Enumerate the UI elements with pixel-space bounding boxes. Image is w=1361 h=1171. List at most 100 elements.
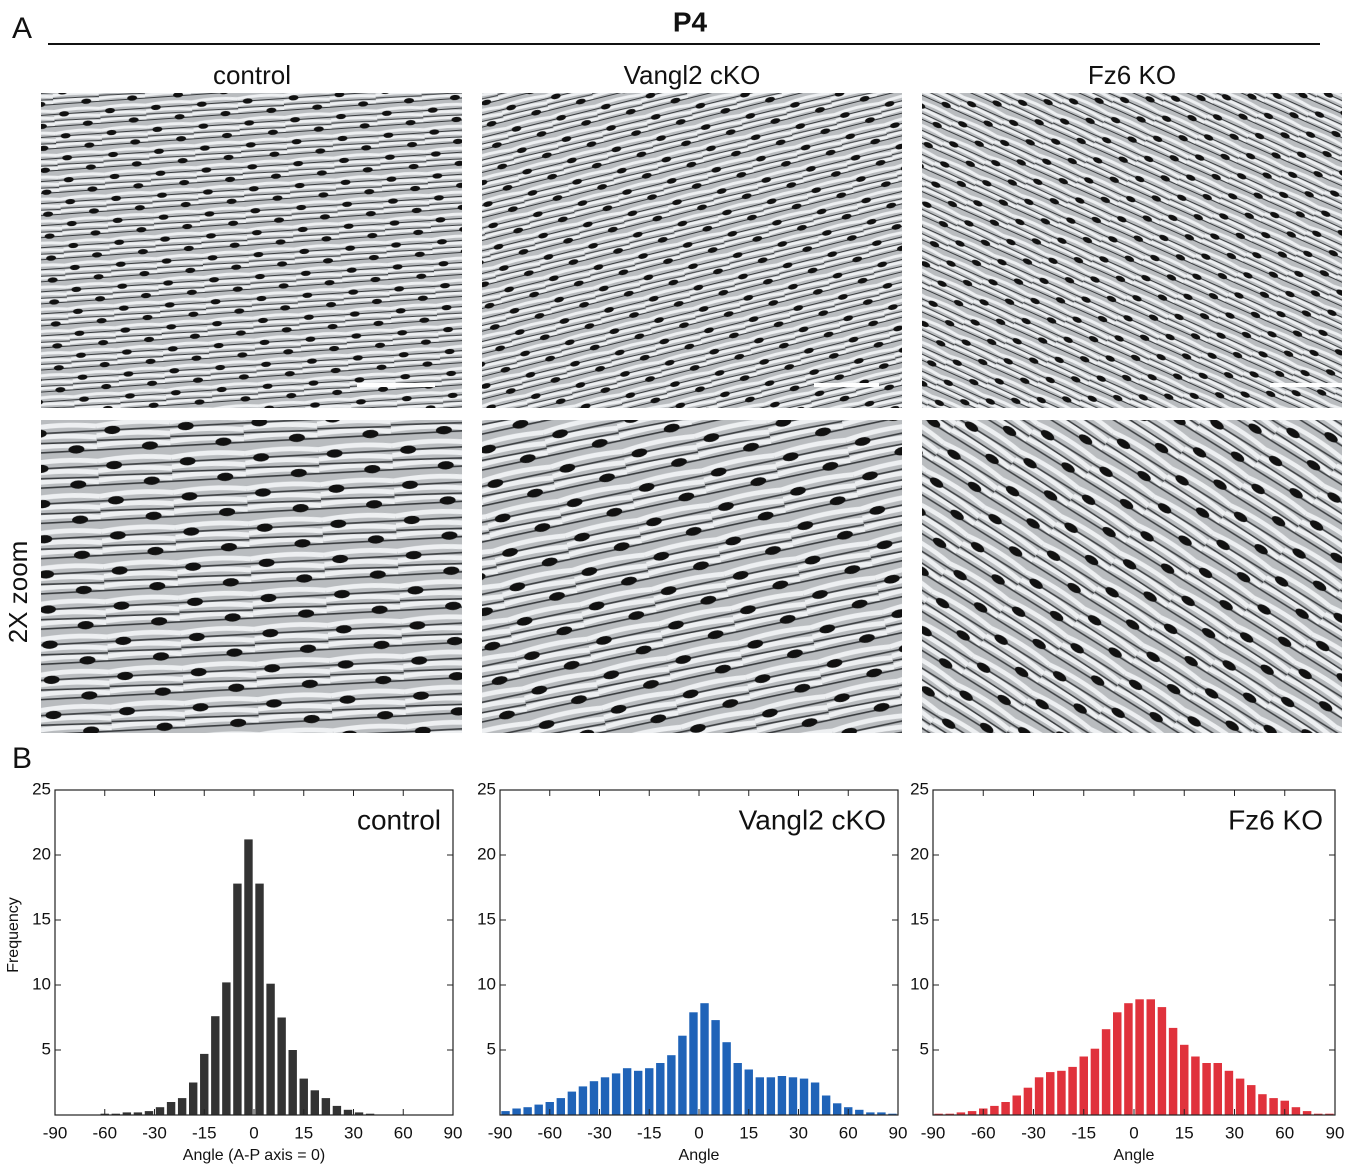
bar <box>1191 1056 1200 1115</box>
bar <box>188 1082 198 1115</box>
micrograph <box>482 420 902 733</box>
micrograph <box>41 420 462 733</box>
micrograph <box>922 93 1342 408</box>
bar <box>288 1050 297 1115</box>
bar <box>211 1016 220 1115</box>
bar <box>821 1095 831 1115</box>
bar <box>545 1102 554 1115</box>
bar <box>855 1109 864 1115</box>
x-tick-label: -60 <box>971 1123 996 1142</box>
y-tick-label: 15 <box>910 909 929 928</box>
bar <box>1202 1063 1211 1115</box>
y-tick-label: 10 <box>910 974 929 993</box>
bar <box>645 1068 654 1115</box>
x-tick-label: 15 <box>739 1123 758 1142</box>
x-tick-label: 0 <box>694 1123 703 1142</box>
plot-frame <box>54 789 454 1116</box>
bar <box>689 1012 698 1115</box>
bar <box>788 1077 798 1115</box>
bar <box>321 1098 331 1115</box>
x-tick-label: -90 <box>921 1123 946 1142</box>
x-axis-label: Angle (A-P axis = 0) <box>183 1147 325 1164</box>
bar <box>1213 1063 1222 1115</box>
y-tick-label: 10 <box>477 974 496 993</box>
x-tick-label: -15 <box>1071 1123 1096 1142</box>
x-tick-label: 30 <box>789 1123 808 1142</box>
y-tick-label: 5 <box>920 1039 929 1058</box>
plot-frame <box>499 789 899 1116</box>
x-tick-label: 60 <box>394 1123 413 1142</box>
bar <box>990 1105 999 1115</box>
x-tick-label: 90 <box>1326 1123 1345 1142</box>
x-tick-label: 15 <box>294 1123 313 1142</box>
y-tick-label: 10 <box>32 974 51 993</box>
bar <box>777 1076 787 1115</box>
bar <box>589 1081 599 1115</box>
bar <box>1001 1102 1010 1115</box>
bar <box>255 883 264 1115</box>
panel-label: A <box>12 12 32 45</box>
chart-title: control <box>357 804 441 835</box>
bar <box>310 1090 320 1115</box>
x-tick-label: -15 <box>637 1123 662 1142</box>
x-tick-label: 0 <box>249 1123 258 1142</box>
bar <box>1146 999 1155 1115</box>
x-tick-label: -30 <box>1021 1123 1046 1142</box>
bar <box>600 1077 610 1115</box>
bar <box>354 1112 364 1115</box>
bar <box>1302 1111 1312 1115</box>
bar <box>799 1078 809 1115</box>
bar <box>667 1055 676 1115</box>
bar <box>567 1091 577 1115</box>
y-tick-label: 25 <box>32 779 51 798</box>
bar <box>1224 1070 1234 1115</box>
bar <box>1235 1078 1245 1115</box>
bar <box>1168 1027 1178 1115</box>
x-tick-label: -60 <box>537 1123 562 1142</box>
bar <box>578 1086 588 1115</box>
x-tick-label: 60 <box>839 1123 858 1142</box>
chart-title: Fz6 KO <box>1228 804 1323 835</box>
bar <box>611 1073 621 1115</box>
x-tick-label: 0 <box>1129 1123 1138 1142</box>
x-tick-label: 90 <box>889 1123 908 1142</box>
bar <box>523 1107 532 1115</box>
y-tick-label: 20 <box>910 844 929 863</box>
x-tick-label: 30 <box>344 1123 363 1142</box>
bar <box>1291 1107 1301 1115</box>
bar <box>700 1003 709 1115</box>
x-tick-label: -30 <box>587 1123 612 1142</box>
bar <box>722 1042 731 1115</box>
bar <box>277 1017 286 1115</box>
bar <box>945 1113 954 1115</box>
bar <box>866 1112 875 1115</box>
micrograph <box>482 93 902 408</box>
y-tick-label: 25 <box>910 779 929 798</box>
panel-label: B <box>12 742 32 775</box>
bar <box>766 1077 776 1115</box>
bar <box>122 1112 132 1115</box>
column-label: control <box>213 60 291 90</box>
bar <box>1314 1113 1323 1115</box>
x-tick-label: -30 <box>142 1123 167 1142</box>
bar <box>1079 1056 1088 1115</box>
bar <box>155 1107 165 1115</box>
bar <box>1135 999 1144 1115</box>
bar <box>1034 1077 1044 1115</box>
bar <box>365 1113 375 1115</box>
y-tick-label: 20 <box>477 844 496 863</box>
bar <box>1180 1044 1189 1115</box>
x-tick-label: -90 <box>488 1123 513 1142</box>
micrograph <box>41 93 462 408</box>
bar <box>832 1103 842 1115</box>
bar <box>934 1113 943 1115</box>
x-tick-label: -90 <box>43 1123 68 1142</box>
bar <box>1113 1012 1122 1115</box>
bar <box>1124 1003 1133 1115</box>
bar <box>877 1112 886 1115</box>
bar <box>177 1098 187 1115</box>
bar <box>633 1070 643 1115</box>
bar <box>266 983 275 1115</box>
